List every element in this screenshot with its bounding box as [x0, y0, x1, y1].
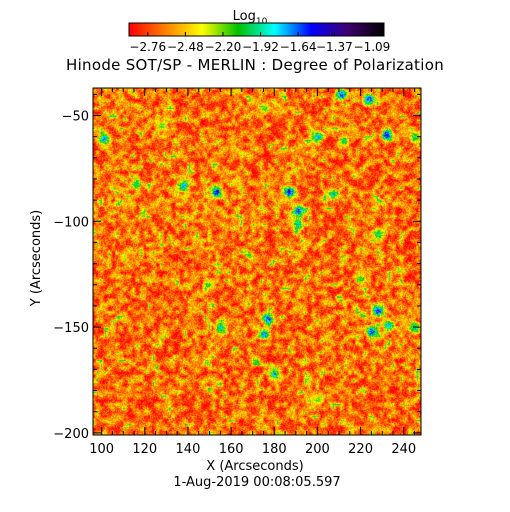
- y-tick-label: −150: [53, 321, 89, 336]
- axes: 100 120 140 160 180 200 220 240 −50 −100 −150 −200: [53, 88, 421, 457]
- colorbar-tick-label: −2.48: [167, 40, 204, 54]
- colorbar-tick-label: −2.20: [205, 40, 242, 54]
- chart-title: Hinode SOT/SP - MERLIN : Degree of Polar…: [66, 56, 444, 74]
- x-tick-label: 100: [89, 442, 114, 457]
- x-tick-label: 220: [348, 442, 373, 457]
- y-axis-label: Y (Arcseconds): [29, 210, 44, 307]
- y-tick-label: −100: [53, 215, 89, 230]
- colorbar-tick-label: −1.09: [354, 40, 391, 54]
- colorbar-tick-label: −2.76: [129, 40, 166, 54]
- colorbar-title: Log10: [233, 9, 268, 27]
- x-tick-label: 240: [391, 442, 416, 457]
- colorbar-tick-label: −1.92: [242, 40, 279, 54]
- colorbar: [128, 22, 385, 37]
- x-tick-label: 160: [219, 442, 244, 457]
- heatmap-plot-area: [93, 88, 421, 435]
- observation-timestamp: 1-Aug-2019 00:08:05.597: [173, 475, 340, 490]
- plot-frame: [92, 87, 422, 436]
- y-tick-label: −50: [62, 110, 89, 125]
- y-tick-label: −200: [53, 427, 89, 442]
- x-tick-label: 140: [176, 442, 201, 457]
- x-tick-label: 200: [305, 442, 330, 457]
- x-tick-label: 120: [132, 442, 157, 457]
- colorbar-tick-label: −1.64: [280, 40, 317, 54]
- x-axis-label: X (Arcseconds): [206, 459, 303, 474]
- x-tick-label: 180: [262, 442, 287, 457]
- colorbar-ticks: −2.76 −2.48 −2.20 −1.92 −1.64 −1.37 −1.09: [129, 32, 390, 54]
- colorbar-tick-label: −1.37: [316, 40, 353, 54]
